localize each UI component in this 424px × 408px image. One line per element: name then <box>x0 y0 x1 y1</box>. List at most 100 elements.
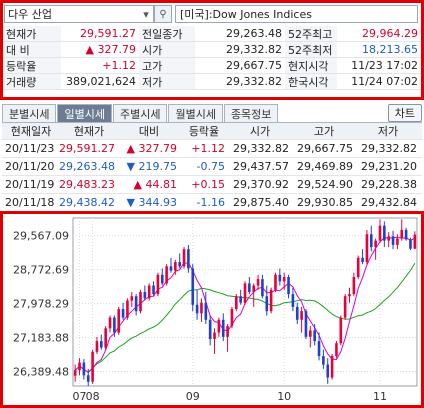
dropdown-arrow-icon[interactable]: ▾ <box>143 7 149 21</box>
candle-body <box>213 332 216 339</box>
search-button[interactable]: ⚲ <box>154 5 172 23</box>
quote-value: 29,332.82 <box>226 43 282 56</box>
table-row[interactable]: 20/11/18 29,438.42 ▼ 344.93 -1.16 29,875.40 2… <box>2 194 422 212</box>
candle-body <box>178 262 181 267</box>
candle-body <box>343 296 347 318</box>
table-row[interactable]: 20/11/23 29,591.27 ▲ 327.79 +1.12 29,332.82 2… <box>2 140 422 158</box>
tab-2[interactable]: 주별시세 <box>112 104 168 122</box>
candle-body <box>99 341 103 348</box>
candle-body <box>221 319 225 337</box>
quote-value: +1.12 <box>102 59 136 72</box>
table-row[interactable]: 20/11/19 29,483.23 ▲ 44.81 +0.15 29,370.92 29… <box>2 176 422 194</box>
candle-body <box>174 262 177 271</box>
candle-body <box>160 274 164 284</box>
candle-body <box>169 266 173 271</box>
quote-row: 등락율 +1.12 고가 29,667.75 현지시각 11/23 17:02 <box>3 58 421 74</box>
quote-label: 현지시각 <box>285 58 337 73</box>
search-icon: ⚲ <box>159 8 167 20</box>
chart-button[interactable]: 차트 <box>387 104 422 122</box>
candle-body <box>387 236 391 241</box>
candle-body <box>91 351 94 382</box>
quote-value: 29,964.29 <box>362 27 418 40</box>
tab-4[interactable]: 종목정보 <box>223 104 279 122</box>
cell-low: 29,228.38 <box>361 178 417 191</box>
candle-body <box>274 274 277 290</box>
candle-body <box>409 239 412 249</box>
column-header[interactable]: 대비 <box>138 125 160 138</box>
quote-label: 고가 <box>139 58 195 73</box>
column-header[interactable]: 저가 <box>377 125 399 138</box>
quote-value: 29,332.82 <box>226 75 282 88</box>
table-row[interactable]: 20/11/20 29,263.48 ▼ 219.75 -0.75 29,437.57 2… <box>2 158 422 176</box>
quote-label: 저가 <box>139 74 195 89</box>
candle-body <box>300 311 303 320</box>
candle-body <box>295 306 299 320</box>
candle-body <box>230 309 234 327</box>
tab-0[interactable]: 분별시세 <box>2 104 57 122</box>
symbol-search-input[interactable]: 다우 산업 ▾ <box>4 5 154 23</box>
candle-body <box>365 234 369 263</box>
tab-bar: 분별시세 일별시세 주별시세 월별시세 종목정보 차트 <box>2 104 422 122</box>
candle-body <box>317 341 321 357</box>
cell-rate: -0.75 <box>196 160 225 173</box>
candle-body <box>256 279 260 286</box>
candle-body <box>282 276 286 282</box>
candle-body <box>335 343 338 357</box>
quote-label: 52주최고 <box>285 26 337 41</box>
quote-row: 대 비 ▲ 327.79 시가 29,332.82 52주최저 18,213.65 <box>3 42 421 58</box>
cell-rate: +1.12 <box>191 142 225 155</box>
column-header[interactable]: 고가 <box>313 125 335 138</box>
candle-body <box>252 285 256 292</box>
x-tick-label: 07 <box>73 390 87 403</box>
tab-3[interactable]: 월별시세 <box>168 104 223 122</box>
y-tick-label: 27,183.88 <box>13 332 69 345</box>
candle-body <box>404 229 408 240</box>
quote-row: 현재가 29,591.27 전일종가 29,263.48 52주최고 29,964.29 <box>3 26 421 42</box>
x-tick-label: 10 <box>277 390 291 403</box>
y-tick-label: 29,567.09 <box>13 230 69 243</box>
candle-body <box>265 296 269 312</box>
column-header[interactable]: 현재가 <box>73 125 105 138</box>
cell-date: 20/11/20 <box>5 160 55 173</box>
tab-1[interactable]: 일별시세 <box>57 104 112 122</box>
candle-body <box>361 257 364 263</box>
candle-body <box>378 225 382 241</box>
candle-body <box>322 356 325 365</box>
candle-body <box>139 291 142 312</box>
candle-body <box>143 291 147 299</box>
candle-body <box>396 238 399 245</box>
candle-body <box>82 362 86 376</box>
cell-open: 29,437.57 <box>233 160 289 173</box>
candle-body <box>208 319 212 339</box>
candle-body <box>243 283 247 303</box>
cell-high: 29,667.75 <box>297 142 353 155</box>
candle-body <box>269 289 273 312</box>
quote-label: 현재가 <box>3 26 61 41</box>
candle-body <box>147 285 151 299</box>
column-header[interactable]: 시가 <box>249 125 271 138</box>
candle-body <box>356 257 360 277</box>
cell-high: 29,930.85 <box>297 196 353 209</box>
cell-date: 20/11/19 <box>5 178 55 191</box>
candle-body <box>304 311 308 337</box>
cell-date: 20/11/18 <box>5 196 55 209</box>
candle-body <box>309 330 312 337</box>
candle-body <box>182 249 186 267</box>
column-header[interactable]: 등락율 <box>188 125 220 138</box>
candle-body <box>313 330 316 342</box>
quote-value: 18,213.65 <box>362 43 418 56</box>
candle-body <box>234 296 238 310</box>
quote-value: 29,667.75 <box>226 59 282 72</box>
search-bar: 다우 산업 ▾ ⚲ [미국]:Dow Jones Indices <box>4 4 418 24</box>
candle-body <box>130 296 134 301</box>
column-header[interactable]: 현재일자 <box>10 125 52 138</box>
cell-change: ▲ 327.79 <box>126 142 177 155</box>
cell-date: 20/11/23 <box>5 142 55 155</box>
candle-body <box>86 375 90 382</box>
candle-body <box>134 296 138 312</box>
candle-body <box>126 300 129 318</box>
candle-body <box>200 302 203 314</box>
candle-body <box>226 326 229 337</box>
symbol-name: [미국]:Dow Jones Indices <box>175 5 418 23</box>
quote-label: 한국시각 <box>285 74 337 89</box>
